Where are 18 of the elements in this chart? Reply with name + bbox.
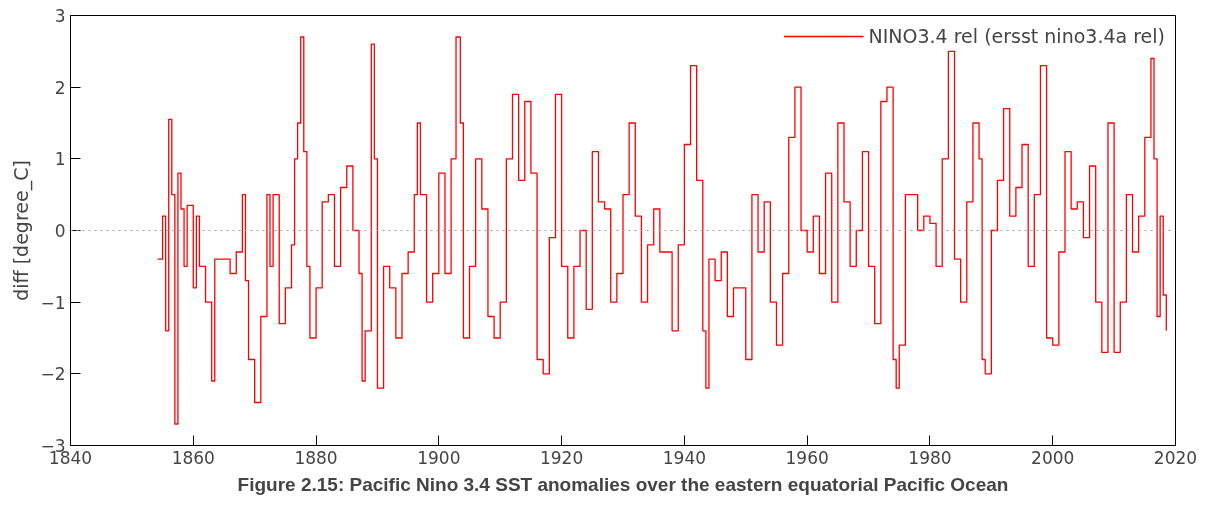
x-tick-label: 1920 bbox=[539, 447, 584, 468]
y-tick-label: −1 bbox=[40, 292, 66, 313]
y-tick-label: −2 bbox=[40, 364, 66, 385]
x-tick-label: 1880 bbox=[294, 447, 338, 468]
x-tick-label: 2000 bbox=[1031, 447, 1075, 468]
x-tick-label: 1860 bbox=[171, 447, 215, 468]
legend-label: NINO3.4 rel (ersst nino3.4a rel) bbox=[868, 25, 1165, 47]
y-tick-label: 3 bbox=[54, 6, 66, 26]
y-tick-label: 1 bbox=[54, 149, 66, 170]
x-tick-label: 1900 bbox=[417, 447, 461, 468]
x-tick-label: 1960 bbox=[785, 447, 829, 468]
caption: Figure 2.15: Pacific Nino 3.4 SST anomalies over the eastern equatorial Pacific Ocean bbox=[237, 473, 1009, 495]
y-axis-title: diff [degree_C] bbox=[10, 160, 34, 301]
x-tick-label: 1980 bbox=[908, 447, 952, 468]
y-tick-label: 2 bbox=[54, 77, 66, 98]
x-tick-label: 1940 bbox=[662, 447, 707, 468]
y-tick-label: 0 bbox=[54, 221, 66, 241]
x-tick-label: 2020 bbox=[1153, 447, 1198, 468]
